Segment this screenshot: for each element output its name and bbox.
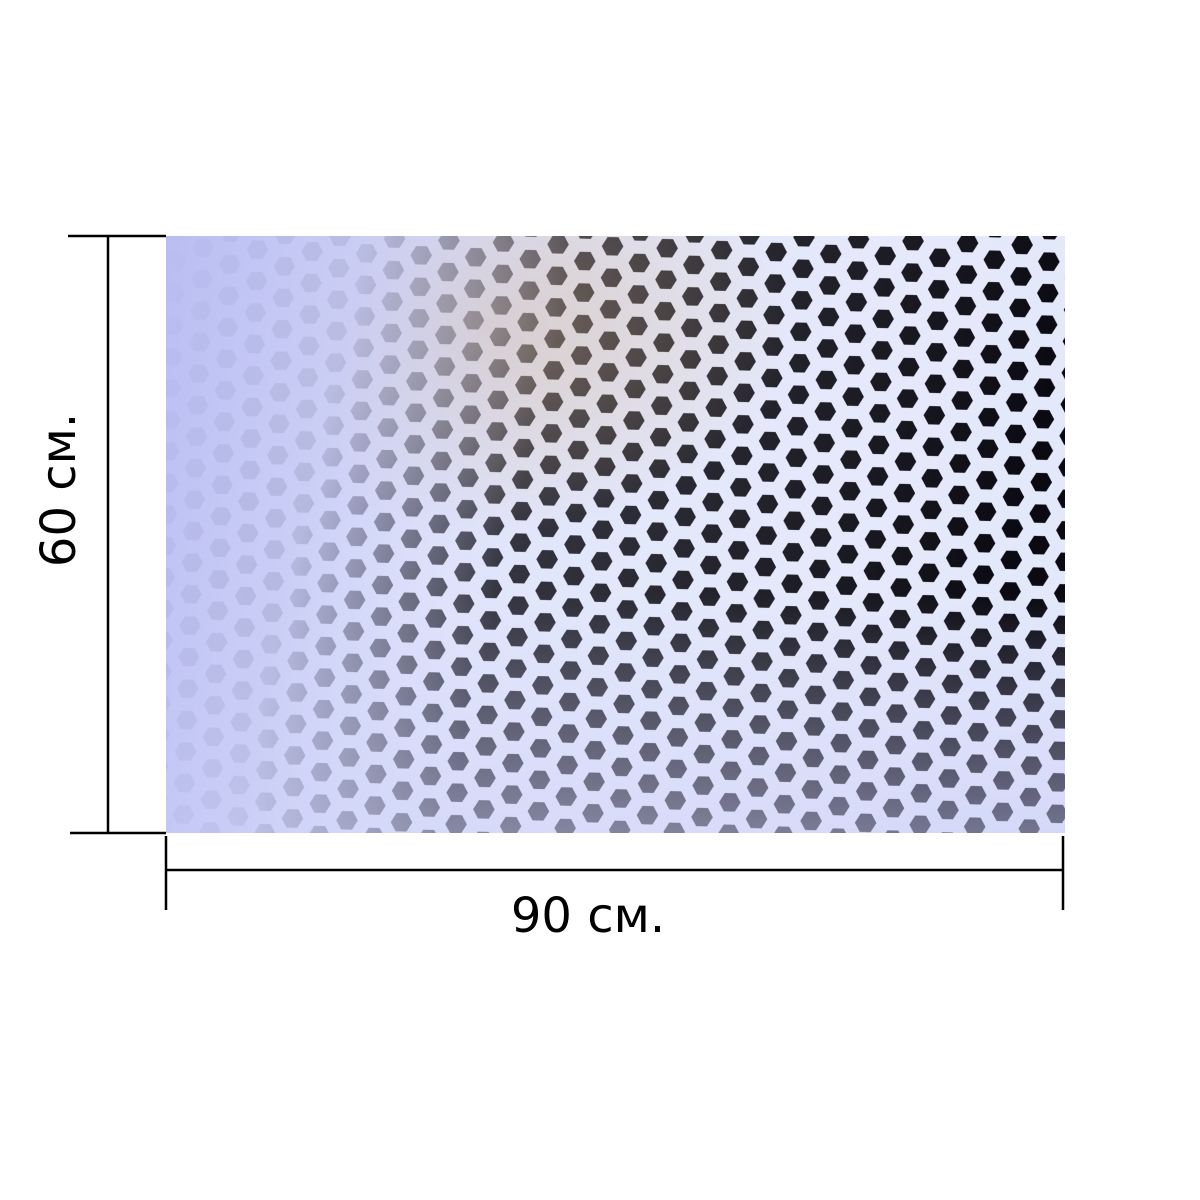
width-dimension: 90 см. [164, 836, 1065, 944]
width-label: 90 см. [511, 888, 665, 944]
height-dimension: 60 см. [31, 234, 166, 835]
height-label: 60 см. [31, 413, 87, 567]
mesh-photo [166, 236, 1065, 833]
